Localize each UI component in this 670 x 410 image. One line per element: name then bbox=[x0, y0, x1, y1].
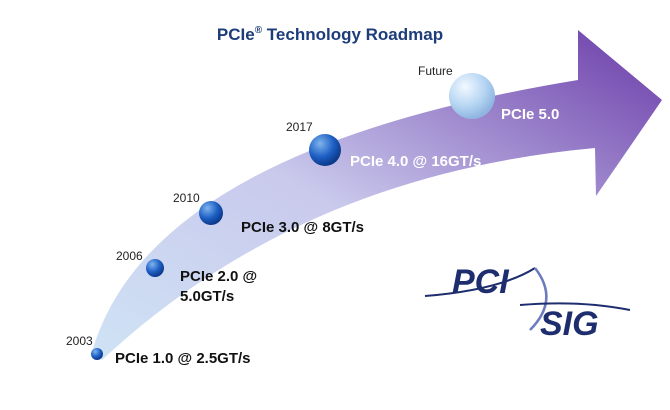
milestone-dot bbox=[309, 134, 341, 166]
title: PCIe® Technology Roadmap bbox=[217, 25, 443, 44]
logo-swoosh bbox=[529, 267, 548, 331]
milestone-dot bbox=[146, 259, 164, 277]
year: 2006 bbox=[116, 249, 143, 263]
milestone-label: PCIe 2.0 @ bbox=[180, 268, 257, 285]
milestone-label: PCIe 3.0 @ 8GT/s bbox=[241, 219, 364, 236]
logo: PCI SIG bbox=[424, 263, 631, 343]
logo-swoosh bbox=[519, 302, 631, 311]
year: 2003 bbox=[66, 334, 93, 348]
milestone-dot bbox=[449, 73, 495, 119]
milestone-label: PCIe 1.0 @ 2.5GT/s bbox=[115, 350, 251, 367]
milestone-dot bbox=[199, 201, 223, 225]
milestone-label: PCIe 5.0 bbox=[501, 106, 559, 123]
milestone-dot bbox=[91, 348, 103, 360]
year: Future bbox=[418, 64, 453, 78]
year: 2017 bbox=[286, 120, 313, 134]
arrow bbox=[92, 30, 662, 360]
milestone-label: PCIe 4.0 @ 16GT/s bbox=[350, 153, 481, 170]
milestone-label: 5.0GT/s bbox=[180, 288, 234, 305]
title-mark: ® bbox=[255, 25, 263, 36]
logo-text: PCI bbox=[452, 263, 510, 301]
logo-swoosh bbox=[424, 267, 536, 297]
title-text: Technology Roadmap bbox=[262, 25, 443, 44]
logo-text: SIG bbox=[540, 305, 599, 343]
title-text: PCIe bbox=[217, 25, 255, 44]
year: 2010 bbox=[173, 191, 200, 205]
